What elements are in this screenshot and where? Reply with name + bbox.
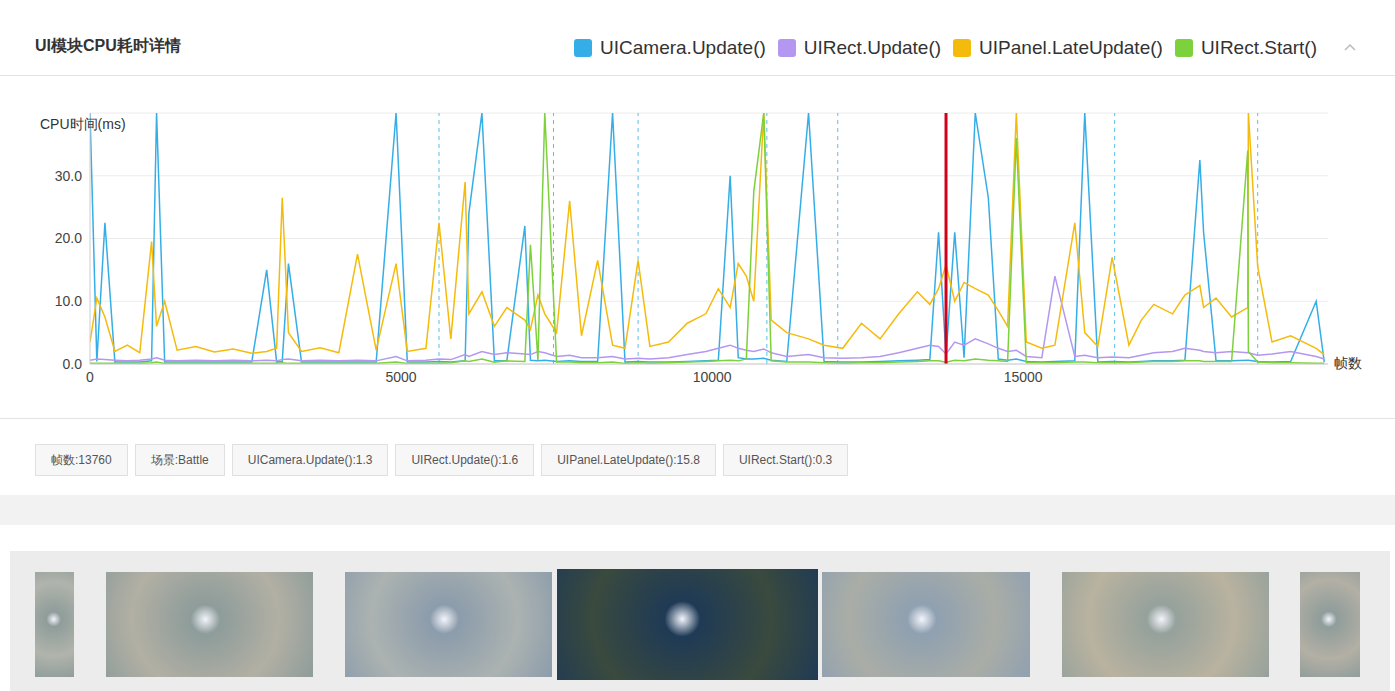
html-text:UICamera.Update(): UICamera.Update() bbox=[600, 37, 766, 58]
html-text:UIRect.Update(): UIRect.Update() bbox=[803, 37, 942, 58]
html-text:帧数:13760: 帧数:13760 bbox=[51, 453, 112, 467]
html-text:UIRect.Start(): UIRect.Start() bbox=[1200, 37, 1317, 58]
svg-text:15000: 15000 bbox=[1004, 369, 1043, 385]
html-text:UIPanel.LateUpdate(): UIPanel.LateUpdate() bbox=[979, 37, 1163, 58]
html-text:UIRect.Update():1.6: UIRect.Update():1.6 bbox=[411, 453, 519, 467]
svg-text:30.0: 30.0 bbox=[55, 168, 82, 184]
html-text:UICamera.Update():1.3: UICamera.Update():1.3 bbox=[247, 453, 373, 467]
html-text:UIRect.Start():0.3: UIRect.Start():0.3 bbox=[738, 453, 833, 467]
svg-text:5000: 5000 bbox=[385, 369, 416, 385]
html-text:CPU时间(ms): CPU时间(ms) bbox=[40, 116, 126, 132]
svg-text:10.0: 10.0 bbox=[55, 293, 82, 309]
svg-text:10000: 10000 bbox=[693, 369, 732, 385]
svg-text:20.0: 20.0 bbox=[55, 230, 82, 246]
svg-text:0.0: 0.0 bbox=[63, 356, 83, 372]
html-text:帧数: 帧数 bbox=[1334, 355, 1362, 371]
svg-text:0: 0 bbox=[86, 369, 94, 385]
html-text:UIPanel.LateUpdate():15.8: UIPanel.LateUpdate():15.8 bbox=[557, 453, 700, 467]
html-text:场景:Battle: 场景:Battle bbox=[150, 453, 209, 467]
html-text:UI模块CPU耗时详情: UI模块CPU耗时详情 bbox=[35, 37, 181, 54]
